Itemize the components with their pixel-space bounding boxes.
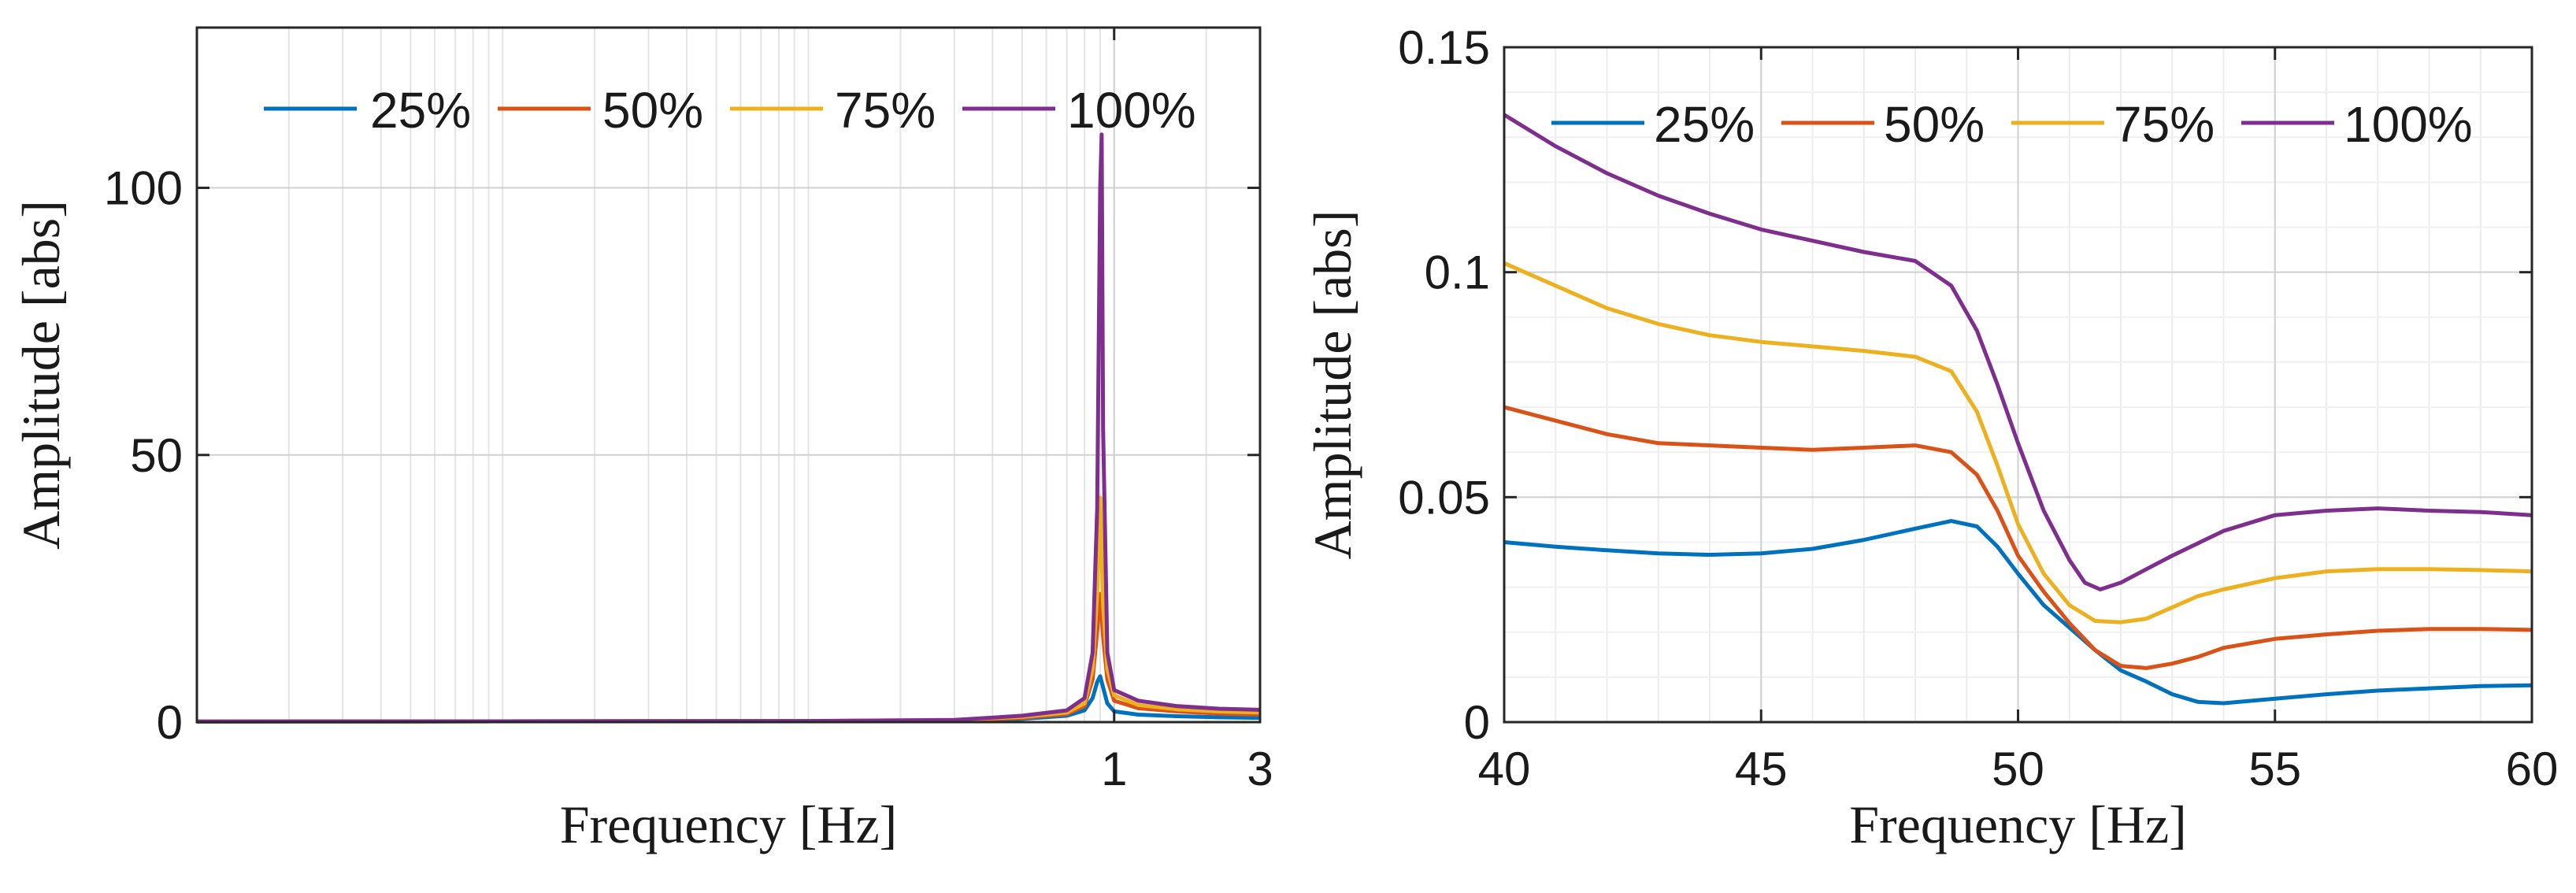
y-tick-label: 50: [130, 429, 183, 482]
legend-label: 100%: [1067, 82, 1196, 139]
y-tick-label: 0.05: [1398, 471, 1490, 524]
series-line-50pct: [1503, 405, 2533, 670]
y-tick-label: 0: [1464, 696, 1490, 749]
legend-label: 75%: [835, 82, 936, 139]
y-tick-label: 0.15: [1398, 21, 1490, 74]
x-axis-title: Frequency [Hz]: [560, 795, 898, 854]
x-tick-label: 50: [1992, 743, 2044, 795]
x-tick-label: 45: [1735, 743, 1788, 795]
legend-label: 50%: [602, 82, 703, 139]
legend: 25% 50% 75% 100%: [1551, 96, 2473, 153]
x-tick-label: 40: [1478, 743, 1531, 795]
plot-area: [197, 28, 1260, 722]
y-axis-title: Amplitude [abs]: [11, 200, 71, 550]
y-axis-title: Amplitude [abs]: [1303, 210, 1362, 560]
y-tick-label: 0: [157, 696, 183, 749]
legend: 25% 50% 75% 100%: [264, 82, 1196, 139]
series-line-100pct: [1503, 113, 2533, 591]
legend-label: 25%: [1654, 96, 1755, 153]
series-line-25pct: [1503, 519, 2533, 706]
x-axis-title: Frequency [Hz]: [1849, 795, 2187, 854]
chart-2: 40 45 50 55 60 0 0.05 0.1 0.15 Frequency [Hz] Ampl…: [1303, 21, 2558, 854]
x-tick-label: 60: [2506, 743, 2559, 795]
x-tick-label: 3: [1247, 743, 1273, 795]
series-line-100pct: [196, 132, 1261, 724]
legend-label: 50%: [1884, 96, 1985, 153]
legend-label: 75%: [2114, 96, 2215, 153]
legend-label: 25%: [370, 82, 471, 139]
legend-label: 100%: [2344, 96, 2473, 153]
chart-1: 1 3 0 50 100 Frequency [Hz] Amplitude [abs] 25%…: [11, 26, 1273, 854]
x-tick-label: 55: [2248, 743, 2301, 795]
y-tick-label: 0.1: [1425, 246, 1490, 299]
y-tick-label: 100: [104, 162, 183, 215]
axes-box: [195, 26, 1262, 724]
series-line-75pct: [1503, 261, 2533, 624]
x-tick-label: 1: [1101, 743, 1127, 795]
